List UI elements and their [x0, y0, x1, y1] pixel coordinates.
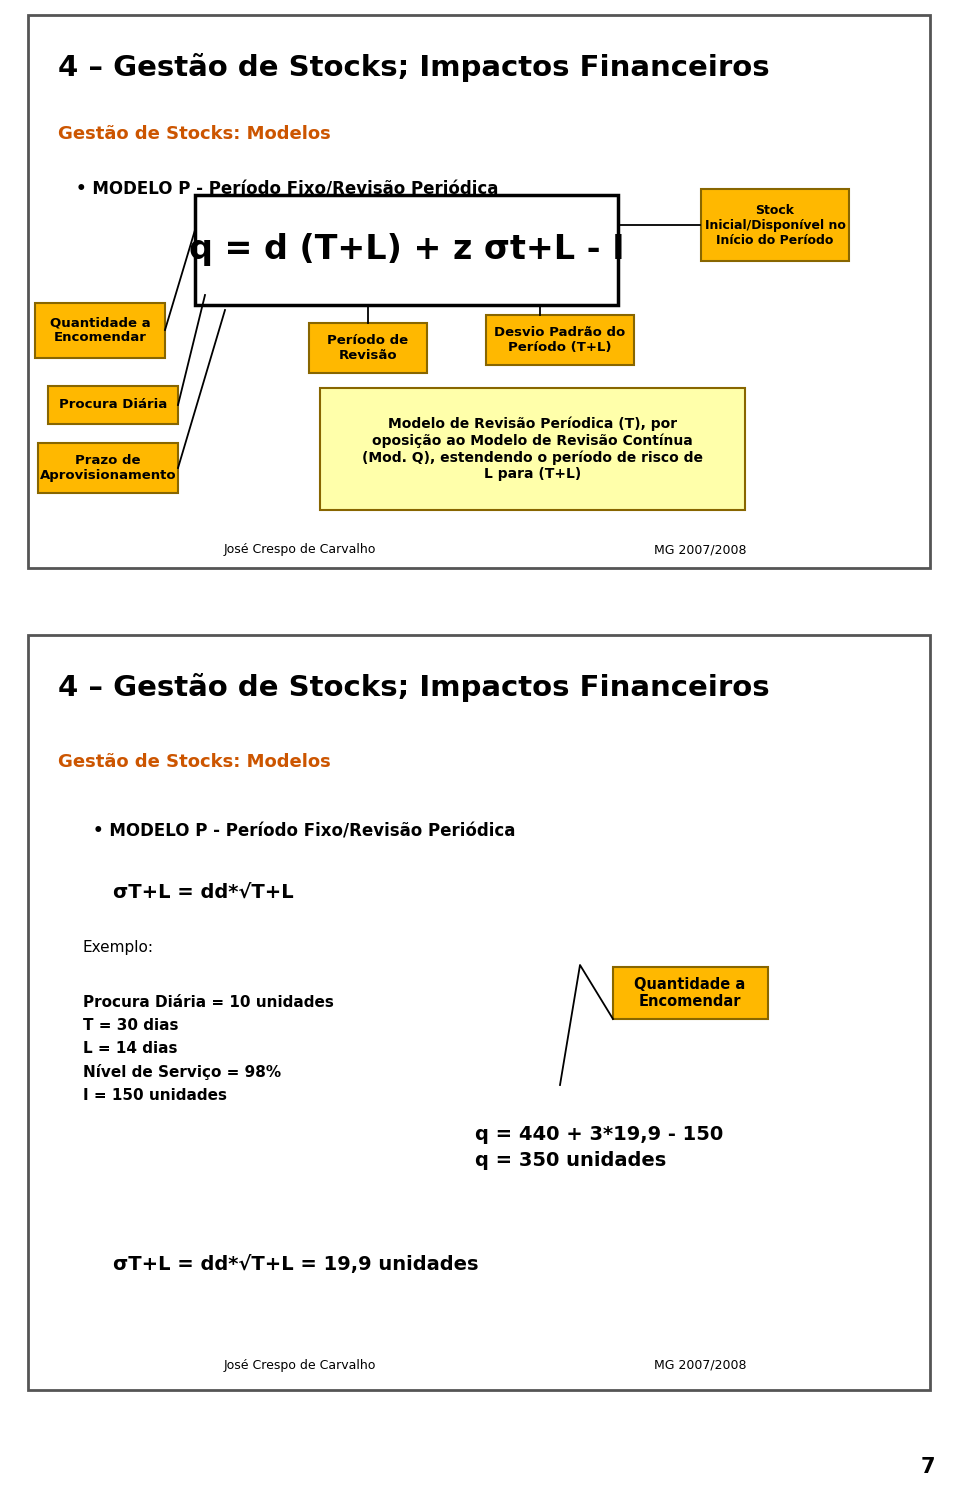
- Text: Gestão de Stocks: Modelos: Gestão de Stocks: Modelos: [58, 126, 331, 144]
- Bar: [28, 15, 930, 567]
- Bar: [486, 314, 634, 365]
- Bar: [320, 388, 745, 510]
- Text: Desvio Padrão do
Período (T+L): Desvio Padrão do Período (T+L): [494, 326, 626, 353]
- Text: Quantidade a
Encomendar: Quantidade a Encomendar: [635, 978, 746, 1009]
- Text: σT+L = dd*√T+L: σT+L = dd*√T+L: [113, 883, 294, 903]
- Text: Quantidade a
Encomendar: Quantidade a Encomendar: [50, 316, 151, 344]
- Text: MG 2007/2008: MG 2007/2008: [654, 1358, 746, 1371]
- Bar: [48, 386, 178, 424]
- Bar: [309, 323, 427, 373]
- Text: Exemplo:: Exemplo:: [83, 940, 154, 955]
- Bar: [38, 443, 178, 493]
- Bar: [28, 635, 930, 1391]
- Text: 4 – Gestão de Stocks; Impactos Financeiros: 4 – Gestão de Stocks; Impactos Financeir…: [58, 674, 770, 702]
- Text: Procura Diária = 10 unidades
T = 30 dias
L = 14 dias
Nível de Serviço = 98%
I = : Procura Diária = 10 unidades T = 30 dias…: [83, 996, 334, 1103]
- Text: Período de
Revisão: Período de Revisão: [327, 334, 409, 362]
- Bar: [612, 967, 767, 1019]
- Bar: [701, 189, 849, 260]
- Text: MG 2007/2008: MG 2007/2008: [654, 543, 746, 557]
- Bar: [195, 195, 618, 305]
- Text: σT+L = dd*√T+L = 19,9 unidades: σT+L = dd*√T+L = 19,9 unidades: [113, 1254, 478, 1274]
- Text: • MODELO P - Período Fixo/Revisão Periódica: • MODELO P - Período Fixo/Revisão Periód…: [93, 823, 516, 841]
- Text: Procura Diária: Procura Diária: [59, 398, 167, 412]
- Text: Stock
Inicial/Disponível no
Início do Período: Stock Inicial/Disponível no Início do Pe…: [705, 204, 846, 247]
- Text: q = 440 + 3*19,9 - 150
q = 350 unidades: q = 440 + 3*19,9 - 150 q = 350 unidades: [475, 1126, 723, 1171]
- Text: 4 – Gestão de Stocks; Impactos Financeiros: 4 – Gestão de Stocks; Impactos Financeir…: [58, 52, 770, 82]
- Text: Prazo de
Aprovisionamento: Prazo de Aprovisionamento: [39, 454, 177, 482]
- Text: Gestão de Stocks: Modelos: Gestão de Stocks: Modelos: [58, 753, 331, 771]
- Text: • MODELO P - Período Fixo/Revisão Periódica: • MODELO P - Período Fixo/Revisão Periód…: [76, 180, 498, 198]
- Text: José Crespo de Carvalho: José Crespo de Carvalho: [224, 1358, 376, 1371]
- Text: José Crespo de Carvalho: José Crespo de Carvalho: [224, 543, 376, 557]
- Text: 7: 7: [921, 1457, 935, 1478]
- Text: q = d (T+L) + z σt+L - I: q = d (T+L) + z σt+L - I: [189, 234, 624, 266]
- Bar: [35, 302, 165, 358]
- Text: Modelo de Revisão Períodica (T), por
oposição ao Modelo de Revisão Contínua
(Mod: Modelo de Revisão Períodica (T), por opo…: [362, 416, 703, 481]
